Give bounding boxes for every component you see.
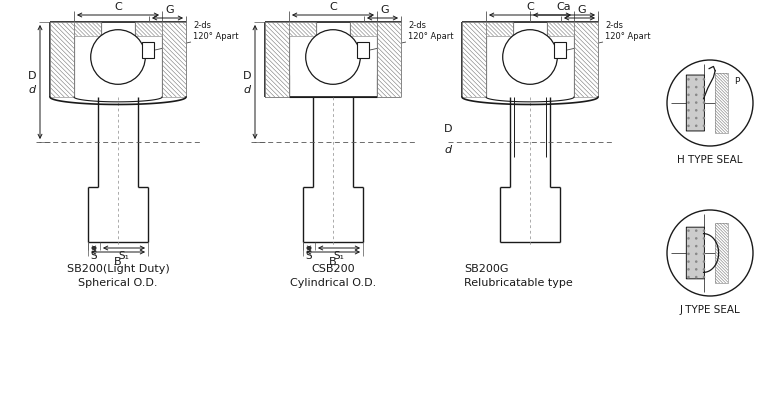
Circle shape bbox=[703, 125, 705, 127]
Circle shape bbox=[695, 237, 698, 240]
Circle shape bbox=[703, 101, 705, 104]
Text: J TYPE SEAL: J TYPE SEAL bbox=[680, 305, 740, 315]
Text: S: S bbox=[91, 251, 97, 261]
Text: G: G bbox=[577, 5, 586, 15]
Circle shape bbox=[703, 245, 705, 247]
Circle shape bbox=[695, 125, 698, 127]
Circle shape bbox=[703, 260, 705, 263]
Circle shape bbox=[703, 237, 705, 240]
Polygon shape bbox=[50, 22, 74, 97]
Text: H TYPE SEAL: H TYPE SEAL bbox=[677, 155, 743, 165]
Circle shape bbox=[688, 109, 690, 112]
Polygon shape bbox=[377, 22, 401, 97]
Circle shape bbox=[703, 94, 705, 96]
Circle shape bbox=[695, 252, 698, 255]
Circle shape bbox=[703, 229, 705, 232]
Circle shape bbox=[695, 86, 698, 89]
Ellipse shape bbox=[503, 30, 557, 84]
Polygon shape bbox=[574, 22, 598, 97]
Bar bbox=[554, 42, 566, 58]
Circle shape bbox=[703, 276, 705, 278]
Text: d: d bbox=[244, 85, 251, 95]
Circle shape bbox=[688, 94, 690, 96]
Polygon shape bbox=[289, 22, 316, 36]
Text: G: G bbox=[380, 5, 389, 15]
Circle shape bbox=[695, 109, 698, 112]
Circle shape bbox=[703, 78, 705, 81]
Text: D: D bbox=[242, 71, 251, 81]
Polygon shape bbox=[715, 223, 728, 283]
Text: d: d bbox=[445, 145, 452, 155]
Polygon shape bbox=[135, 22, 162, 36]
Circle shape bbox=[667, 210, 753, 296]
Text: B: B bbox=[114, 257, 122, 267]
Circle shape bbox=[688, 252, 690, 255]
Circle shape bbox=[703, 109, 705, 112]
Circle shape bbox=[703, 117, 705, 119]
Ellipse shape bbox=[306, 30, 360, 84]
Text: 2-ds
120° Apart: 2-ds 120° Apart bbox=[193, 21, 238, 41]
Circle shape bbox=[688, 125, 690, 127]
Bar bbox=[357, 42, 369, 58]
FancyBboxPatch shape bbox=[686, 75, 705, 131]
Polygon shape bbox=[486, 22, 513, 36]
Polygon shape bbox=[162, 22, 186, 97]
Text: P: P bbox=[734, 77, 740, 86]
Circle shape bbox=[688, 237, 690, 240]
Polygon shape bbox=[350, 22, 377, 36]
Text: SB200G
Relubricatable type: SB200G Relubricatable type bbox=[464, 264, 573, 288]
Polygon shape bbox=[74, 22, 101, 36]
Polygon shape bbox=[547, 22, 574, 36]
Circle shape bbox=[695, 276, 698, 278]
Circle shape bbox=[695, 117, 698, 119]
Circle shape bbox=[703, 268, 705, 271]
Circle shape bbox=[688, 78, 690, 81]
Text: C: C bbox=[526, 2, 534, 12]
Circle shape bbox=[688, 101, 690, 104]
Text: C: C bbox=[329, 2, 337, 12]
Polygon shape bbox=[715, 73, 728, 133]
Text: B: B bbox=[329, 257, 337, 267]
Text: d: d bbox=[29, 85, 36, 95]
FancyBboxPatch shape bbox=[686, 227, 705, 279]
Polygon shape bbox=[462, 22, 486, 97]
Circle shape bbox=[695, 101, 698, 104]
Circle shape bbox=[688, 245, 690, 247]
Circle shape bbox=[695, 245, 698, 247]
Circle shape bbox=[695, 229, 698, 232]
Circle shape bbox=[688, 260, 690, 263]
Circle shape bbox=[688, 276, 690, 278]
Text: S₁: S₁ bbox=[334, 251, 345, 261]
Text: 2-ds
120° Apart: 2-ds 120° Apart bbox=[408, 21, 453, 41]
Circle shape bbox=[703, 252, 705, 255]
Bar bbox=[142, 42, 154, 58]
Polygon shape bbox=[265, 22, 289, 97]
Text: C: C bbox=[114, 2, 122, 12]
Circle shape bbox=[688, 86, 690, 89]
Circle shape bbox=[688, 117, 690, 119]
Text: CSB200
Cylindrical O.D.: CSB200 Cylindrical O.D. bbox=[290, 264, 376, 288]
Ellipse shape bbox=[91, 30, 145, 84]
Text: 2-ds
120° Apart: 2-ds 120° Apart bbox=[605, 21, 650, 41]
Text: SB200(Light Duty)
Spherical O.D.: SB200(Light Duty) Spherical O.D. bbox=[67, 264, 169, 288]
Circle shape bbox=[695, 78, 698, 81]
Circle shape bbox=[695, 94, 698, 96]
Circle shape bbox=[688, 229, 690, 232]
Circle shape bbox=[695, 268, 698, 271]
Text: D: D bbox=[27, 71, 36, 81]
Circle shape bbox=[695, 260, 698, 263]
Circle shape bbox=[703, 86, 705, 89]
Text: Ca: Ca bbox=[556, 2, 571, 12]
Text: D: D bbox=[444, 124, 452, 134]
Circle shape bbox=[688, 268, 690, 271]
Text: S₁: S₁ bbox=[119, 251, 130, 261]
Circle shape bbox=[667, 60, 753, 146]
Text: S: S bbox=[306, 251, 312, 261]
Text: G: G bbox=[165, 5, 174, 15]
